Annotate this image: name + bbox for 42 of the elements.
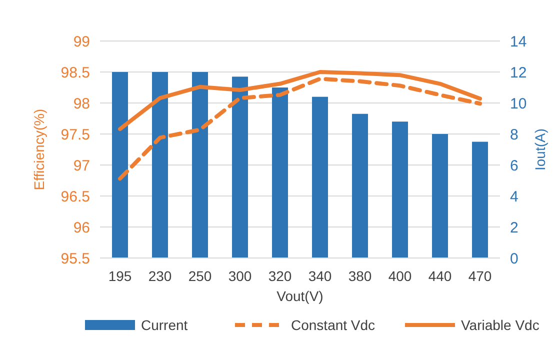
y-tick-label: 96 [73,219,90,236]
y2-tick-label: 10 [510,95,527,112]
x-tick-label: 230 [148,268,172,284]
bar [112,72,128,258]
y2-tick-label: 0 [510,250,518,268]
x-tick-label: 380 [348,268,372,284]
bar [232,76,248,258]
bar [432,134,448,258]
y-tick-label: 98.5 [60,64,90,82]
bar [472,142,488,258]
y-axis-title: Efficiency(%) [31,108,47,190]
bar [352,114,368,258]
x-tick-label: 440 [428,268,452,284]
x-axis-title: Vout(V) [276,288,324,304]
y2-tick-label: 14 [510,33,527,50]
y2-tick-label: 8 [510,126,518,144]
y-tick-label: 98 [73,95,90,112]
x-tick-label: 320 [268,268,292,284]
x-tick-label: 300 [228,268,252,284]
y2-tick-label: 4 [510,188,518,206]
bar [192,72,208,258]
y-tick-label: 97.5 [60,126,90,144]
y2-tick-label: 6 [510,157,518,174]
bar [152,72,168,258]
x-tick-label: 400 [388,268,412,284]
x-tick-label: 250 [188,268,212,284]
y2-tick-label: 12 [510,64,527,82]
legend-label: Variable Vdc [461,316,540,333]
y2-axis-title: Iout(A) [532,128,548,171]
y2-tick-label: 2 [510,219,518,236]
bar [312,96,328,258]
x-tick-label: 340 [308,268,332,284]
legend-label: Constant Vdc [291,316,376,333]
x-tick-label: 195 [108,268,132,284]
bar [272,88,288,258]
y-tick-label: 96.5 [60,188,90,206]
x-tick-label: 470 [468,268,492,284]
y-tick-label: 95.5 [60,250,90,268]
y-tick-label: 97 [73,157,90,174]
bar [392,122,408,258]
legend-label: Current [141,316,188,333]
y-tick-label: 99 [73,33,90,50]
